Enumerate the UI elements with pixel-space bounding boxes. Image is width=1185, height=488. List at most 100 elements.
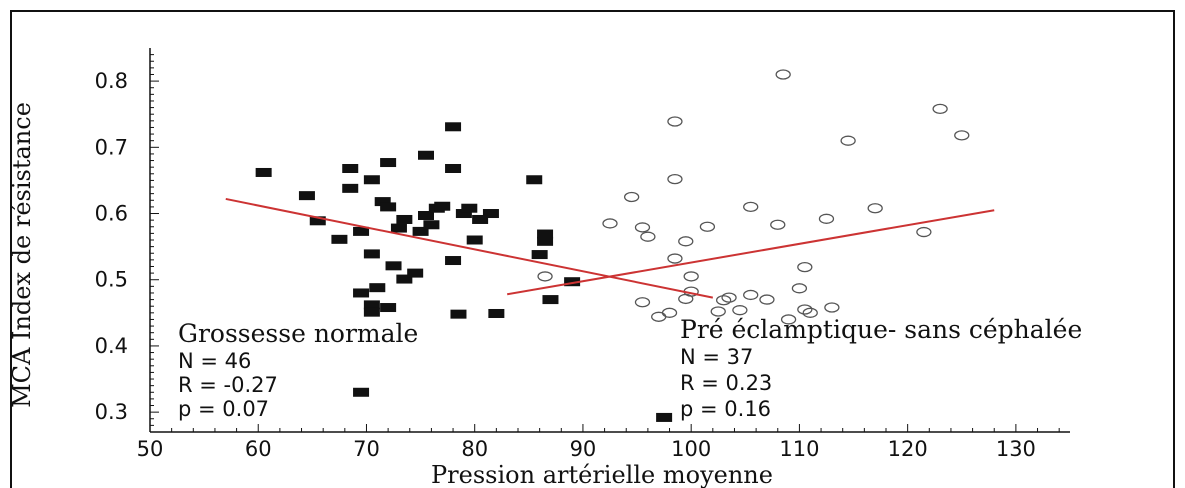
data-point-normal <box>255 167 272 177</box>
trend-line-normal <box>225 197 714 299</box>
data-point-normal <box>353 288 370 298</box>
data-point-normal <box>461 203 478 213</box>
data-point-preeclampsia <box>683 271 699 282</box>
data-point-normal <box>331 234 348 244</box>
series-normal <box>255 122 673 422</box>
data-point-preeclampsia <box>602 218 618 229</box>
data-point-normal <box>353 387 370 397</box>
data-point-normal <box>363 307 380 317</box>
data-point-normal <box>656 412 673 422</box>
y-tick-label: 0.4 <box>95 334 128 358</box>
x-tick-label: 130 <box>996 437 1036 461</box>
data-point-normal <box>363 300 380 310</box>
data-point-preeclampsia <box>710 306 726 317</box>
data-point-normal <box>445 256 462 266</box>
data-point-preeclampsia <box>537 271 553 282</box>
x-tick-label: 80 <box>461 437 488 461</box>
y-axis-title: MCA Index de résistance <box>8 102 36 408</box>
data-point-preeclampsia <box>634 222 651 233</box>
y-axis-ticks: 0.3 0.4 0.5 0.6 0.7 0.8 <box>95 54 159 426</box>
data-point-preeclampsia <box>867 203 883 214</box>
data-point-preeclampsia <box>667 253 683 264</box>
legend-normal-p: p = 0.07 <box>178 397 269 421</box>
data-point-normal <box>488 308 505 318</box>
data-point-normal <box>380 202 397 212</box>
y-tick-label: 0.5 <box>95 268 128 292</box>
data-point-preeclampsia <box>715 295 732 306</box>
legend-normal-n: N = 46 <box>178 349 251 373</box>
data-point-preeclampsia <box>678 236 694 247</box>
data-point-preeclampsia <box>780 314 797 325</box>
data-point-preeclampsia <box>775 69 791 80</box>
data-point-preeclampsia <box>840 135 856 146</box>
trend-line-preeclampsia <box>507 209 995 296</box>
data-point-normal <box>369 283 386 293</box>
data-point-normal <box>396 214 413 224</box>
x-tick-label: 90 <box>570 437 597 461</box>
data-point-normal <box>342 183 359 193</box>
y-tick-label: 0.7 <box>95 135 128 159</box>
y-tick-label: 0.6 <box>95 202 128 226</box>
data-point-preeclampsia <box>667 116 683 127</box>
legend-preeclampsia-p: p = 0.16 <box>680 397 771 421</box>
x-tick-label: 100 <box>671 437 711 461</box>
data-point-preeclampsia <box>818 213 835 224</box>
data-point-normal <box>482 209 499 219</box>
x-tick-label: 110 <box>779 437 819 461</box>
data-point-normal <box>374 197 391 207</box>
data-point-normal <box>390 223 407 233</box>
data-point-normal <box>380 303 397 313</box>
data-point-preeclampsia <box>623 191 640 203</box>
x-axis-title: Pression artérielle moyenne <box>431 461 773 488</box>
data-point-normal <box>309 216 326 226</box>
x-axis-ticks: 50 60 70 80 90 100 110 120 130 <box>137 424 1060 461</box>
data-point-normal <box>396 274 413 284</box>
data-point-normal <box>542 295 559 305</box>
x-tick-label: 70 <box>353 437 380 461</box>
data-point-normal <box>418 211 434 221</box>
data-point-normal <box>445 122 462 132</box>
data-point-preeclampsia <box>791 283 808 294</box>
data-point-normal <box>412 226 429 236</box>
data-point-preeclampsia <box>802 307 818 318</box>
data-point-preeclampsia <box>932 103 948 115</box>
data-point-normal <box>423 220 440 230</box>
legend-normal-title: Grossesse normale <box>178 319 418 348</box>
x-tick-label: 60 <box>245 437 272 461</box>
data-point-preeclampsia <box>797 304 813 315</box>
data-point-preeclampsia <box>634 297 651 308</box>
data-point-normal <box>363 249 380 259</box>
data-point-normal <box>380 158 397 168</box>
data-point-preeclampsia <box>743 201 759 213</box>
data-point-preeclampsia <box>661 307 678 318</box>
data-point-normal <box>298 191 315 201</box>
data-point-normal <box>342 163 359 173</box>
data-point-normal <box>472 214 489 224</box>
data-point-preeclampsia <box>759 294 775 305</box>
data-point-preeclampsia <box>640 231 656 242</box>
data-point-preeclampsia <box>770 219 786 230</box>
data-point-preeclampsia <box>651 311 667 322</box>
legend-normal-r: R = -0.27 <box>178 373 278 397</box>
data-point-normal <box>537 229 554 239</box>
y-tick-label: 0.8 <box>95 69 128 93</box>
data-point-normal <box>466 235 483 245</box>
data-point-preeclampsia <box>916 226 932 238</box>
data-series <box>255 69 970 422</box>
data-point-normal <box>363 175 380 185</box>
x-tick-label: 50 <box>137 437 164 461</box>
data-point-normal <box>455 209 472 219</box>
data-point-preeclampsia <box>678 293 694 305</box>
legend-preeclampsia-r: R = 0.23 <box>680 371 772 395</box>
data-point-normal <box>450 309 467 319</box>
data-point-preeclampsia <box>954 130 970 141</box>
data-point-normal <box>526 175 543 185</box>
legend-preeclampsia-title: Pré éclamptique- sans céphalée <box>680 315 1082 344</box>
data-point-preeclampsia <box>797 261 813 273</box>
data-point-normal <box>385 261 402 271</box>
data-point-normal <box>353 226 370 236</box>
data-point-preeclampsia <box>732 305 748 316</box>
data-point-preeclampsia <box>824 302 840 313</box>
data-point-preeclampsia <box>699 221 716 232</box>
